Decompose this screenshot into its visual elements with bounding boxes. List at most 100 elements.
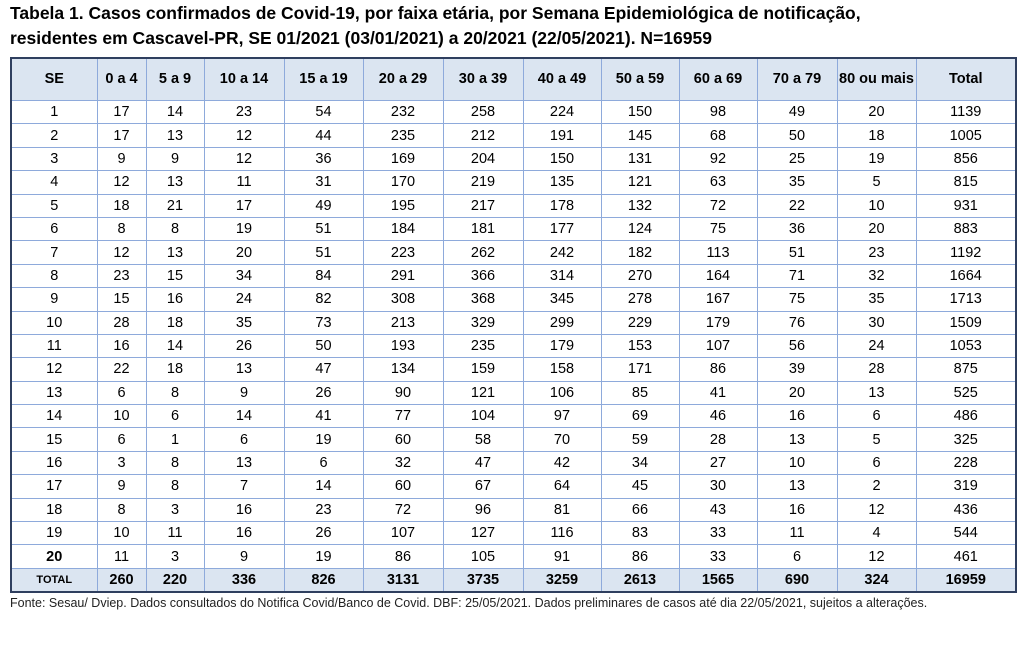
cell: 169 bbox=[362, 146, 444, 172]
cell: 43 bbox=[678, 497, 758, 523]
cell: 4 bbox=[10, 170, 98, 195]
total-cell: 690 bbox=[756, 567, 838, 593]
table-row: 4 12 13 11 31 170 219 135 121 63 35 5 815 bbox=[10, 170, 1017, 195]
cell: 46 bbox=[678, 404, 758, 429]
header-cell: 15 a 19 bbox=[283, 57, 364, 101]
cell: 14 bbox=[283, 474, 364, 499]
cell: 54 bbox=[283, 99, 364, 125]
cell: 86 bbox=[600, 544, 680, 569]
cell: 44 bbox=[283, 123, 364, 148]
cell: 11 bbox=[203, 170, 285, 195]
table-row: 20 11 3 9 19 86 105 91 86 33 6 12 461 bbox=[10, 544, 1017, 569]
cell: 70 bbox=[522, 427, 602, 452]
cell: 8 bbox=[145, 450, 205, 476]
cell: 235 bbox=[442, 333, 524, 359]
cell: 11 bbox=[756, 521, 838, 546]
cell: 7 bbox=[10, 240, 98, 265]
cell: 278 bbox=[600, 287, 680, 312]
cell: 159 bbox=[442, 357, 524, 382]
cell: 178 bbox=[522, 193, 602, 218]
cell: 875 bbox=[915, 357, 1017, 382]
cell: 14 bbox=[203, 404, 285, 429]
cell: 212 bbox=[442, 123, 524, 148]
cell: 486 bbox=[915, 404, 1017, 429]
cell: 883 bbox=[915, 216, 1017, 242]
cell: 20 bbox=[836, 99, 917, 125]
cell: 36 bbox=[756, 216, 838, 242]
cell: 72 bbox=[362, 497, 444, 523]
cell: 6 bbox=[756, 544, 838, 569]
cell: 6 bbox=[96, 427, 147, 452]
cell: 8 bbox=[10, 263, 98, 289]
cell: 31 bbox=[283, 170, 364, 195]
cell: 23 bbox=[283, 497, 364, 523]
cell: 8 bbox=[145, 474, 205, 499]
cell: 97 bbox=[522, 404, 602, 429]
cell: 1053 bbox=[915, 333, 1017, 359]
cell: 124 bbox=[600, 216, 680, 242]
cell: 325 bbox=[915, 427, 1017, 452]
cell: 219 bbox=[442, 170, 524, 195]
cell: 308 bbox=[362, 287, 444, 312]
cell: 21 bbox=[145, 193, 205, 218]
total-cell: 3131 bbox=[362, 567, 444, 593]
cell: 19 bbox=[283, 544, 364, 569]
cell: 106 bbox=[522, 380, 602, 406]
cell: 16 bbox=[203, 521, 285, 546]
cell: 6 bbox=[10, 216, 98, 242]
cell: 91 bbox=[522, 544, 602, 569]
footnote: Fonte: Sesau/ Dviep. Dados consultados d… bbox=[10, 596, 928, 610]
header-cell: 0 a 4 bbox=[96, 57, 147, 101]
cell: 8 bbox=[145, 216, 205, 242]
cell: 113 bbox=[678, 240, 758, 265]
cell: 164 bbox=[678, 263, 758, 289]
cell: 32 bbox=[836, 263, 917, 289]
cell: 132 bbox=[600, 193, 680, 218]
cell: 60 bbox=[362, 474, 444, 499]
cell: 96 bbox=[442, 497, 524, 523]
cell: 167 bbox=[678, 287, 758, 312]
total-cell: 16959 bbox=[915, 567, 1017, 593]
cell: 9 bbox=[96, 474, 147, 499]
cell: 262 bbox=[442, 240, 524, 265]
cell: 49 bbox=[756, 99, 838, 125]
table-row: 1 17 14 23 54 232 258 224 150 98 49 20 1139 bbox=[10, 99, 1017, 125]
cell: 81 bbox=[522, 497, 602, 523]
header-cell: 20 a 29 bbox=[362, 57, 444, 101]
cell: 84 bbox=[283, 263, 364, 289]
table-row: 10 28 18 35 73 213 329 299 229 179 76 30 1509 bbox=[10, 310, 1017, 335]
cell: 32 bbox=[362, 450, 444, 476]
table-row: 16 3 8 13 6 32 47 42 34 27 10 6 228 bbox=[10, 450, 1017, 476]
cell: 1509 bbox=[915, 310, 1017, 335]
cell: 69 bbox=[600, 404, 680, 429]
cell: 27 bbox=[678, 450, 758, 476]
cell: 1139 bbox=[915, 99, 1017, 125]
cell: 12 bbox=[203, 123, 285, 148]
cell: 6 bbox=[96, 380, 147, 406]
cell: 77 bbox=[362, 404, 444, 429]
cell: 5 bbox=[836, 170, 917, 195]
cell: 181 bbox=[442, 216, 524, 242]
cell: 20 bbox=[756, 380, 838, 406]
cell: 71 bbox=[756, 263, 838, 289]
cell: 815 bbox=[915, 170, 1017, 195]
cell: 12 bbox=[96, 170, 147, 195]
cell: 35 bbox=[836, 287, 917, 312]
cell: 23 bbox=[836, 240, 917, 265]
cell: 195 bbox=[362, 193, 444, 218]
cell: 17 bbox=[203, 193, 285, 218]
table-row: 13 6 8 9 26 90 121 106 85 41 20 13 525 bbox=[10, 380, 1017, 406]
cell: 18 bbox=[145, 357, 205, 382]
cell: 368 bbox=[442, 287, 524, 312]
cell: 86 bbox=[362, 544, 444, 569]
cell: 23 bbox=[96, 263, 147, 289]
cell: 20 bbox=[836, 216, 917, 242]
cell: 16 bbox=[203, 497, 285, 523]
cell: 314 bbox=[522, 263, 602, 289]
total-cell: 3735 bbox=[442, 567, 524, 593]
cell: 1664 bbox=[915, 263, 1017, 289]
cell: 34 bbox=[203, 263, 285, 289]
total-cell: 220 bbox=[145, 567, 205, 593]
cell: 436 bbox=[915, 497, 1017, 523]
